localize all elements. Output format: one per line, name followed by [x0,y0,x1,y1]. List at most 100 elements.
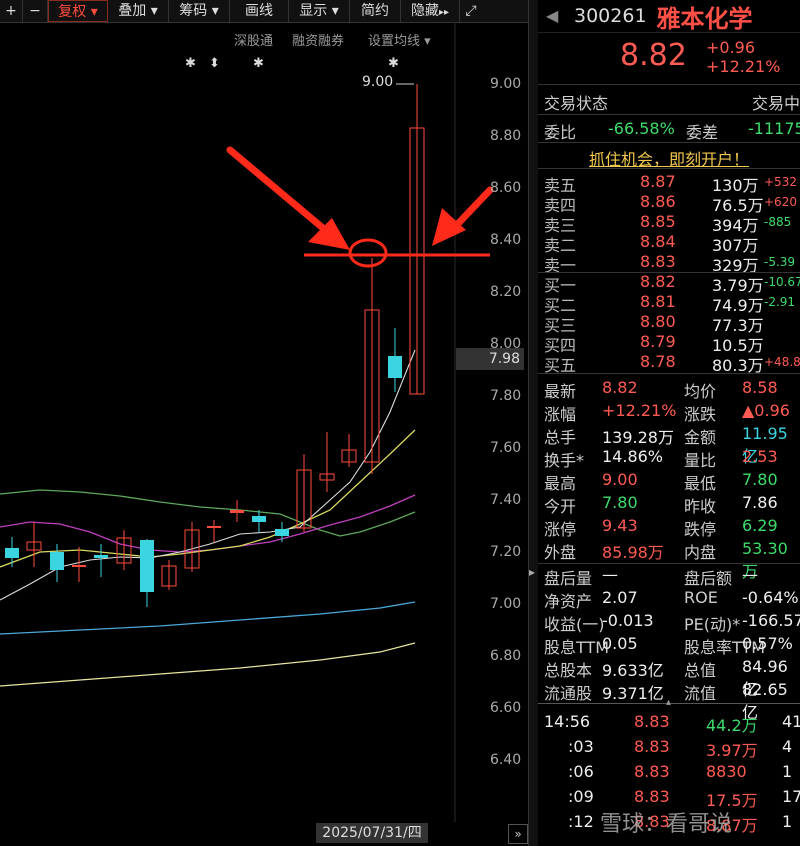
weibi-value: -66.58% [608,119,675,138]
xianshi-dropdown[interactable]: 显示 ▾ [289,0,350,22]
zoom-in-button[interactable]: + [0,0,23,22]
link-shezhijunxian-label: 设置均线 [368,34,421,49]
divider [538,563,800,564]
stat-value: 7.80 [742,470,778,489]
ma-line-green [0,489,416,537]
tick-row: :09 8.83 17.5万 17 [538,787,800,812]
tick-price: 8.83 [634,712,670,731]
tick-volume: 8.87万 [706,816,758,835]
collapse-icon[interactable]: ▸ [529,565,536,579]
ma-line-white [0,349,416,601]
event-marker-icon[interactable]: ⬍ [209,56,220,71]
order-book-row[interactable]: 买二 8.81 74.9万 -2.91 [538,292,800,315]
jianyue-button[interactable]: 简约 [350,0,401,22]
stat-row: 外盘 85.98万 内盘 53.30万 [538,539,800,581]
link-shengutong[interactable]: 深股通 [234,34,274,49]
link-shezhijunxian[interactable]: 设置均线 ▾ [368,30,431,49]
stat-label: 收益(一) [544,615,605,634]
event-marker-icon[interactable]: ✱ [185,56,196,71]
order-book-volume: 394万 [712,216,759,235]
collapse-handle-icon[interactable]: ▴ [666,697,672,708]
event-marker-icon[interactable]: ✱ [253,56,264,71]
stat-label: 量比 [684,451,717,470]
stat-value: 6.29 [742,516,778,535]
ma-line-blue [0,601,416,635]
stat-label: 内盘 [684,543,717,562]
tick-time: :09 [568,787,594,806]
order-book-row[interactable]: 卖一 8.83 329万 -5.39 [538,252,800,275]
order-book-volume: 76.5万 [712,196,764,215]
chevron-down-icon: ▾ [331,3,339,19]
annotation-circle [348,238,388,268]
order-book-row[interactable]: 买三 8.80 77.3万 [538,312,800,335]
order-book-price: 8.86 [640,192,676,211]
order-book-row[interactable]: 卖三 8.85 394万 -885 [538,212,800,235]
tick-volume: 3.97万 [706,741,758,760]
order-book-price: 8.85 [640,212,676,231]
prev-stock-icon[interactable]: ◀ [546,6,559,25]
stat-label: 最新 [544,382,577,401]
status-value: 交易中 [752,94,800,113]
y-tick: 8.60 [490,180,522,196]
last-price: 8.82 [620,38,687,73]
stat-value: 14.86% [602,447,664,466]
stat-value: 0.05 [602,634,638,653]
stat-value: 139.28万 [602,428,674,447]
stat-label: 外盘 [544,543,577,562]
link-rongzirongquan[interactable]: 融资融券 [292,34,345,49]
stat-row: 盘后量 — 盘后额 — [538,565,800,588]
order-book-row[interactable]: 卖四 8.86 76.5万 +620 [538,192,800,215]
open-account-link[interactable]: 抓住机会，即刻开户！ [588,150,749,169]
order-book-row[interactable]: 买一 8.82 3.79万 -10.67 [538,272,800,295]
tick-count: 1 [782,812,793,831]
chevron-down-icon: ▾ [150,3,158,19]
diejia-dropdown[interactable]: 叠加 ▾ [108,0,169,22]
order-book-label: 卖五 [544,176,577,195]
expand-icon[interactable]: ⤢ [465,3,477,19]
order-book-price: 8.80 [640,312,676,331]
scroll-end-button[interactable]: » [508,824,528,844]
stat-label: 净资产 [544,592,593,611]
weicha-value: -11175 [748,119,800,138]
order-book-row[interactable]: 买四 8.79 10.5万 [538,332,800,355]
yincang-button[interactable]: 隐藏▸▸ [401,0,460,22]
order-book-label: 卖三 [544,216,577,235]
event-marker-icon[interactable]: ✱ [388,56,399,71]
order-book-row[interactable]: 买五 8.78 80.3万+48.87 [538,352,800,375]
tick-price: 8.83 [634,762,670,781]
stat-row: 总手 139.28万 金额 11.95亿 [538,424,800,466]
order-book-change: +620 [764,195,797,209]
stat-label: 昨收 [684,497,717,516]
stat-label: 换手* [544,451,585,470]
stat-value: — [742,565,758,584]
stat-label: 流通股 [544,684,593,703]
order-book-change: -2.91 [764,295,796,309]
kline-chart[interactable]: 深股通 融资融券 设置均线 ▾ ✱ ⬍ ✱ ✱ [0,22,528,846]
y-tick: 6.40 [490,752,522,768]
order-book-volume: 74.9万 [712,296,764,315]
y-tick: 7.80 [490,388,522,404]
order-book-change: +532 [764,175,797,189]
order-book-row[interactable]: 卖五 8.87 130万 +532 [538,172,800,195]
order-book-row[interactable]: 卖二 8.84 307万 [538,232,800,255]
fast-forward-icon: ▸▸ [438,7,450,18]
stat-label: 盘后额 [684,569,733,588]
tick-volume: 44.2万 [706,716,758,735]
order-book-label: 买二 [544,296,577,315]
stat-label: 涨跌 [684,405,717,424]
fuquan-dropdown[interactable]: 复权 ▾ [48,0,108,22]
candles [5,84,425,607]
ma-line-yellow [0,429,416,568]
status-label: 交易状态 [544,94,609,113]
order-book-label: 买一 [544,276,577,295]
stat-value: -166.57 [742,611,800,630]
stat-value: 8.82 [602,378,638,397]
huaxian-button[interactable]: 画线 [230,0,289,22]
chouma-dropdown[interactable]: 筹码 ▾ [169,0,230,22]
zoom-out-button[interactable]: − [23,0,48,22]
divider [538,114,800,115]
stat-row: 总股本 9.633亿 总值 84.96亿 [538,657,800,699]
y-tick: 8.20 [490,284,522,300]
stat-label: 最高 [544,474,577,493]
stat-label: 均价 [684,382,717,401]
